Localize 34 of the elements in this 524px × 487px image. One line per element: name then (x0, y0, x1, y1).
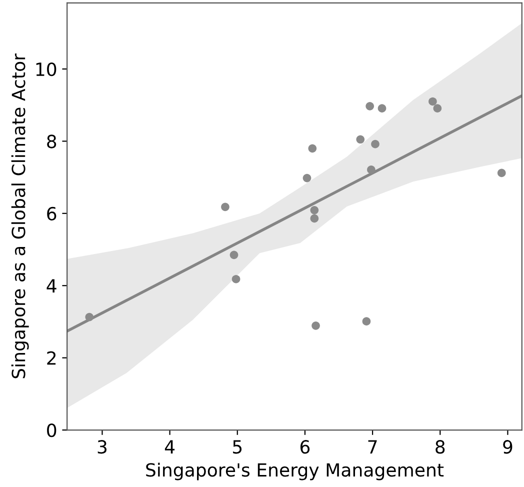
x-tick-label: 7 (368, 440, 377, 454)
x-tick-label: 3 (98, 440, 107, 454)
point (362, 317, 371, 326)
point (371, 140, 380, 148)
point (367, 166, 376, 174)
y-tick-label: 6 (47, 206, 56, 221)
point (433, 104, 442, 113)
x-tick-label: 8 (436, 440, 445, 454)
point (310, 214, 319, 223)
point (221, 202, 230, 212)
line-series (67, 94, 522, 332)
y-tick-label: 10 (36, 62, 56, 76)
x-tick-label: 9 (503, 440, 512, 454)
point (232, 274, 240, 284)
point (366, 102, 374, 110)
x-tick-label: 6 (300, 440, 310, 454)
point (497, 168, 506, 178)
point (356, 135, 365, 144)
point (230, 250, 238, 260)
point (378, 104, 386, 113)
point (310, 206, 319, 214)
y-tick-label: 4 (46, 279, 56, 292)
x-axis-title: Singapore's Energy Management (146, 462, 444, 480)
point (308, 144, 317, 153)
y-tick-label: 8 (47, 134, 56, 148)
x-tick-label: 5 (233, 440, 242, 454)
point (312, 322, 320, 330)
point (85, 312, 94, 322)
point (428, 97, 437, 106)
point (302, 174, 312, 182)
y-tick-label: 0 (47, 423, 56, 438)
y-axis-title: Singapore as a Global Climate Actor (11, 54, 29, 378)
x-tick-label: 4 (164, 440, 175, 454)
y-tick-label: 2 (47, 351, 56, 365)
